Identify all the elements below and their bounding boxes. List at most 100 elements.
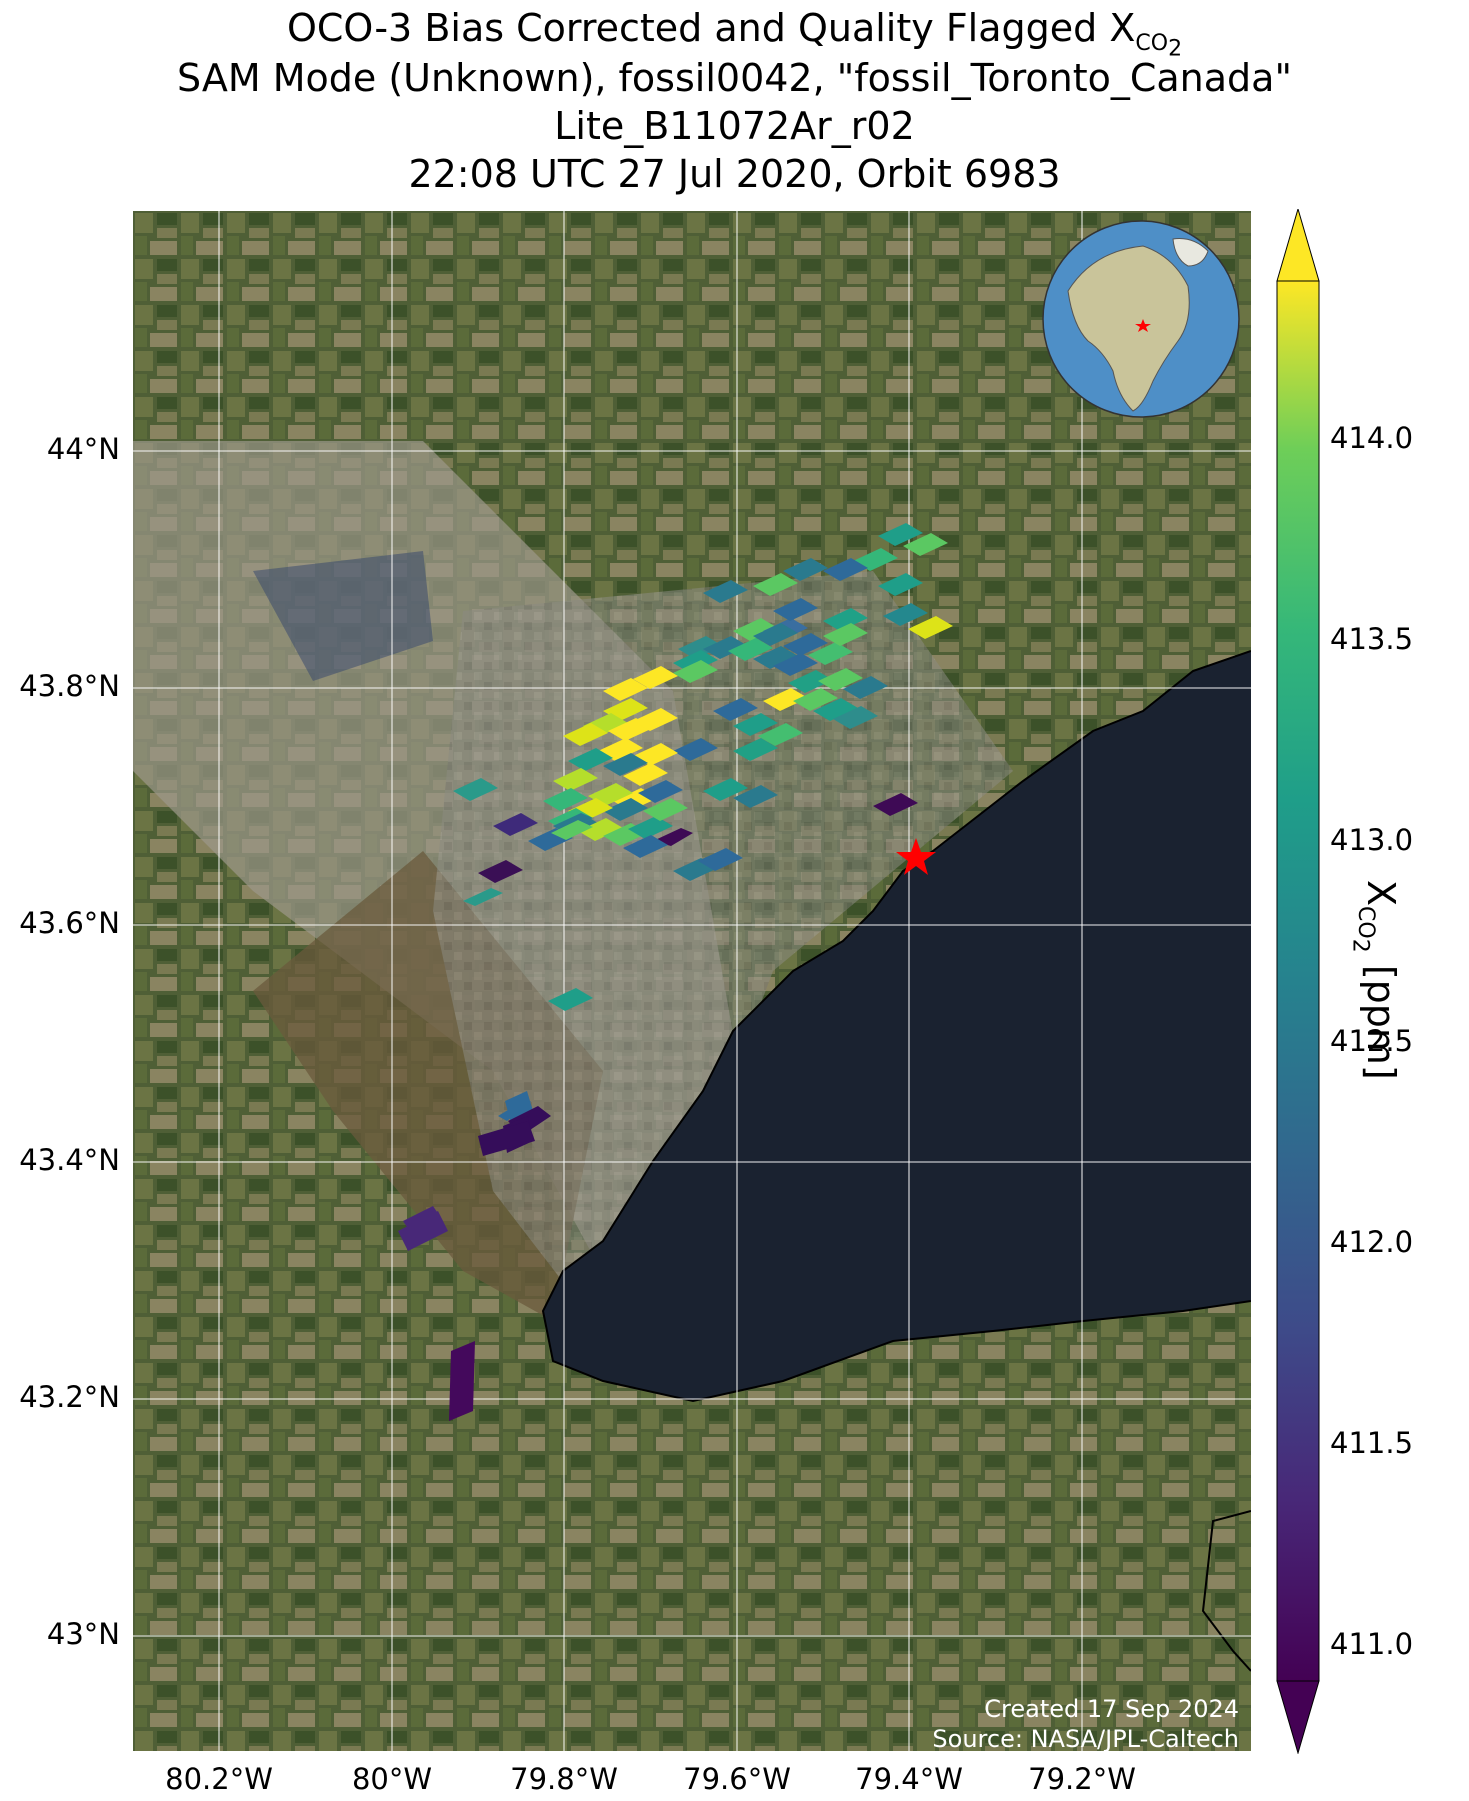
sounding bbox=[628, 816, 673, 839]
colorbar-tick: 413.5 bbox=[1330, 622, 1414, 656]
sounding bbox=[598, 738, 643, 761]
x-tick: 80°W bbox=[351, 1762, 433, 1796]
sounding bbox=[753, 573, 798, 596]
sounding bbox=[753, 623, 798, 646]
sounding bbox=[823, 558, 868, 581]
sounding bbox=[698, 848, 743, 871]
sounding bbox=[903, 533, 948, 556]
title-line-3: Lite_B11072Ar_r02 bbox=[554, 104, 915, 148]
globe-target-star bbox=[1135, 319, 1151, 332]
sounding bbox=[773, 653, 818, 676]
colorbar-bottom-arrow bbox=[1276, 1680, 1320, 1754]
sounding bbox=[548, 988, 593, 1011]
y-tick: 43°N bbox=[46, 1617, 120, 1651]
sounding bbox=[603, 753, 648, 776]
map-panel bbox=[133, 211, 1251, 1751]
sounding bbox=[643, 798, 688, 821]
colorbar-tick: 411.5 bbox=[1330, 1426, 1414, 1460]
y-tick: 44°N bbox=[46, 432, 120, 466]
sounding bbox=[788, 670, 833, 693]
sounding bbox=[563, 723, 608, 746]
sounding bbox=[633, 708, 678, 731]
colorbar-tick: 411.0 bbox=[1330, 1627, 1414, 1661]
sounding bbox=[678, 636, 723, 659]
sounding bbox=[553, 768, 598, 791]
sounding bbox=[733, 785, 778, 808]
sounding bbox=[908, 616, 953, 639]
sounding bbox=[703, 778, 748, 801]
sounding bbox=[783, 633, 828, 656]
globe-greenland bbox=[1172, 238, 1209, 267]
sounding bbox=[808, 642, 853, 665]
sounding bbox=[733, 618, 778, 641]
colorbar-tick: 412.5 bbox=[1330, 1024, 1414, 1058]
sounding bbox=[873, 793, 918, 816]
sounding bbox=[578, 818, 623, 841]
colorbar-body bbox=[1276, 280, 1320, 1682]
sounding bbox=[398, 1211, 448, 1251]
sounding bbox=[603, 798, 648, 821]
sounding bbox=[843, 676, 888, 699]
inset-globe bbox=[1042, 220, 1240, 418]
colorbar-label: XCO2 [ppm] bbox=[1348, 880, 1403, 1080]
border-line bbox=[1201, 1510, 1251, 1672]
sounding bbox=[763, 688, 808, 711]
sounding bbox=[623, 763, 668, 786]
gridlines bbox=[133, 211, 1251, 1751]
blue-tint bbox=[253, 551, 433, 681]
x-tick: 80.2°W bbox=[165, 1762, 273, 1796]
sounding bbox=[493, 813, 538, 836]
sounding bbox=[833, 706, 878, 729]
title-line-4: 22:08 UTC 27 Jul 2020, Orbit 6983 bbox=[408, 152, 1061, 196]
sounding bbox=[568, 748, 613, 771]
sounding bbox=[733, 713, 778, 736]
shoreline bbox=[541, 650, 1251, 1403]
title-line-1: OCO-3 Bias Corrected and Quality Flagged… bbox=[286, 6, 1183, 61]
sounding bbox=[478, 1121, 535, 1156]
created-credit: Created 17 Sep 2024 bbox=[984, 1695, 1239, 1723]
y-tick: 43.6°N bbox=[19, 906, 120, 940]
sounding bbox=[713, 698, 758, 721]
colorbar bbox=[1276, 209, 1320, 1754]
sounding bbox=[505, 1091, 533, 1123]
sounding bbox=[783, 558, 828, 581]
sounding bbox=[728, 638, 773, 661]
sounding bbox=[813, 698, 858, 721]
sounding bbox=[553, 813, 593, 831]
lake-ontario bbox=[543, 651, 1251, 1401]
sounding bbox=[878, 573, 923, 596]
y-tick: 43.2°N bbox=[19, 1380, 120, 1414]
sounding bbox=[543, 788, 588, 811]
sounding bbox=[758, 723, 803, 746]
sounding bbox=[633, 666, 678, 689]
sounding bbox=[883, 603, 928, 626]
sounding bbox=[633, 743, 678, 766]
title-line-2: SAM Mode (Unknown), fossil0042, "fossil_… bbox=[177, 56, 1292, 100]
source-credit: Source: NASA/JPL-Caltech bbox=[932, 1725, 1239, 1753]
sounding bbox=[773, 598, 818, 621]
sounding bbox=[673, 738, 718, 761]
sounding bbox=[853, 548, 898, 571]
sounding bbox=[478, 860, 523, 883]
sounding bbox=[753, 646, 798, 669]
sounding bbox=[703, 636, 748, 659]
sounding bbox=[551, 820, 593, 840]
target-star bbox=[896, 838, 936, 875]
sounding bbox=[449, 1341, 475, 1421]
sounding bbox=[818, 668, 863, 691]
colorbar-tick: 413.0 bbox=[1330, 823, 1414, 857]
y-tick: 43.4°N bbox=[19, 1143, 120, 1177]
colorbar-tick: 412.0 bbox=[1330, 1225, 1414, 1259]
colorbar-tick: 414.0 bbox=[1330, 421, 1414, 455]
sounding bbox=[603, 678, 648, 701]
colorbar-top-arrow bbox=[1276, 209, 1320, 282]
globe-north-america bbox=[1067, 245, 1190, 412]
soundings-layer bbox=[398, 523, 953, 1421]
sounding bbox=[733, 738, 778, 761]
sounding bbox=[463, 888, 503, 906]
sounding bbox=[823, 608, 868, 631]
sounding bbox=[703, 580, 748, 603]
sounding bbox=[793, 688, 838, 711]
sounding bbox=[623, 835, 668, 858]
sounding bbox=[878, 523, 923, 546]
